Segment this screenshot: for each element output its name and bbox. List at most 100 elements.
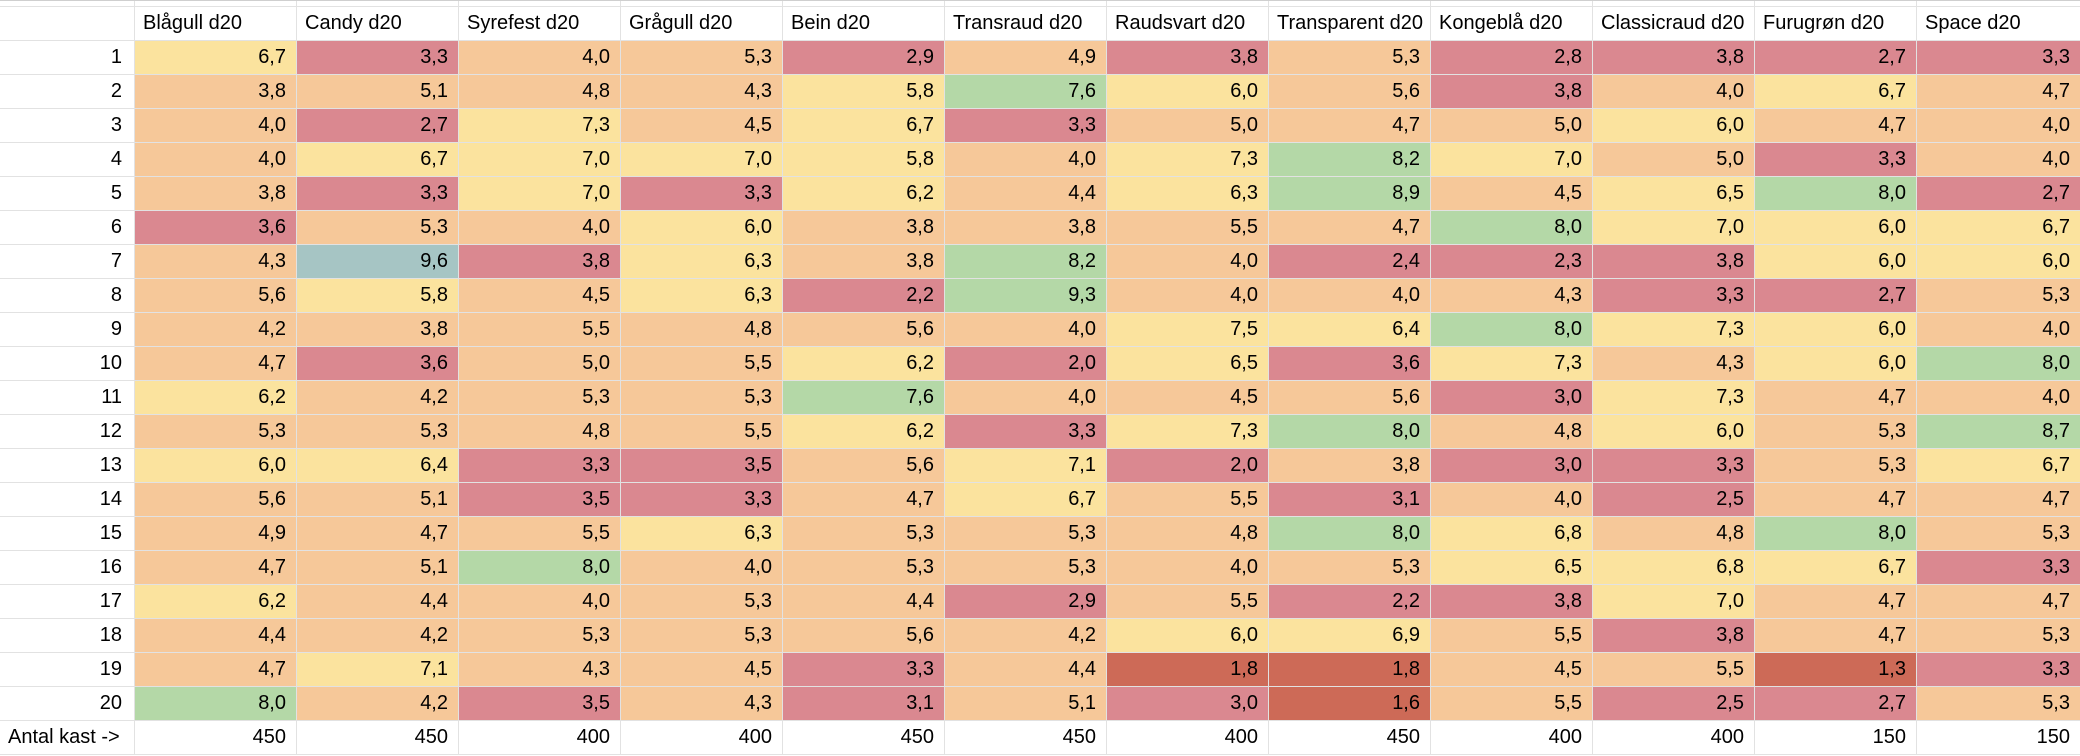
value-cell[interactable]: 5,3 [1917,279,2080,313]
value-cell[interactable]: 3,6 [135,211,297,245]
value-cell[interactable]: 3,8 [783,245,945,279]
row-number-cell[interactable]: 13 [0,449,135,483]
value-cell[interactable]: 3,8 [1593,41,1755,75]
value-cell[interactable]: 6,2 [783,177,945,211]
value-cell[interactable]: 7,0 [621,143,783,177]
value-cell[interactable]: 6,4 [297,449,459,483]
value-cell[interactable]: 6,0 [621,211,783,245]
value-cell[interactable]: 4,4 [135,619,297,653]
value-cell[interactable]: 4,4 [945,177,1107,211]
value-cell[interactable]: 5,3 [621,585,783,619]
value-cell[interactable]: 4,8 [621,313,783,347]
value-cell[interactable]: 5,5 [1107,585,1269,619]
row-number-cell[interactable]: 17 [0,585,135,619]
value-cell[interactable]: 8,0 [1269,517,1431,551]
value-cell[interactable]: 6,7 [945,483,1107,517]
value-cell[interactable]: 1,6 [1269,687,1431,721]
value-cell[interactable]: 4,7 [1917,75,2080,109]
row-number-cell[interactable]: 2 [0,75,135,109]
value-cell[interactable]: 1,8 [1269,653,1431,687]
value-cell[interactable]: 4,0 [1917,313,2080,347]
footer-count-cell[interactable]: 450 [945,721,1107,755]
value-cell[interactable]: 6,0 [1593,415,1755,449]
value-cell[interactable]: 4,2 [297,381,459,415]
value-cell[interactable]: 4,5 [1431,653,1593,687]
value-cell[interactable]: 3,3 [1917,551,2080,585]
value-cell[interactable]: 6,8 [1431,517,1593,551]
value-cell[interactable]: 4,0 [459,585,621,619]
value-cell[interactable]: 3,3 [297,41,459,75]
footer-count-cell[interactable]: 450 [1269,721,1431,755]
value-cell[interactable]: 6,2 [783,415,945,449]
value-cell[interactable]: 3,3 [1593,449,1755,483]
column-header-1[interactable]: Blågull d20 [135,7,297,41]
value-cell[interactable]: 5,5 [1593,653,1755,687]
value-cell[interactable]: 4,0 [459,211,621,245]
value-cell[interactable]: 5,3 [1755,415,1917,449]
row-number-cell[interactable]: 7 [0,245,135,279]
value-cell[interactable]: 4,4 [945,653,1107,687]
value-cell[interactable]: 4,7 [1755,585,1917,619]
value-cell[interactable]: 8,0 [459,551,621,585]
value-cell[interactable]: 4,7 [1755,619,1917,653]
value-cell[interactable]: 4,0 [621,551,783,585]
value-cell[interactable]: 6,7 [297,143,459,177]
value-cell[interactable]: 4,3 [459,653,621,687]
value-cell[interactable]: 7,3 [1593,313,1755,347]
footer-count-cell[interactable]: 400 [459,721,621,755]
value-cell[interactable]: 4,0 [1269,279,1431,313]
value-cell[interactable]: 4,5 [1431,177,1593,211]
value-cell[interactable]: 4,8 [459,75,621,109]
value-cell[interactable]: 5,5 [459,517,621,551]
value-cell[interactable]: 5,3 [621,619,783,653]
value-cell[interactable]: 4,2 [297,619,459,653]
column-header-7[interactable]: Raudsvart d20 [1107,7,1269,41]
value-cell[interactable]: 9,6 [297,245,459,279]
value-cell[interactable]: 2,0 [1107,449,1269,483]
value-cell[interactable]: 5,6 [135,279,297,313]
value-cell[interactable]: 2,5 [1593,483,1755,517]
value-cell[interactable]: 5,3 [135,415,297,449]
value-cell[interactable]: 3,8 [783,211,945,245]
value-cell[interactable]: 2,9 [945,585,1107,619]
value-cell[interactable]: 5,5 [621,415,783,449]
row-number-cell[interactable]: 8 [0,279,135,313]
column-header-12[interactable]: Space d20 [1917,7,2080,41]
footer-count-cell[interactable]: 150 [1917,721,2080,755]
value-cell[interactable]: 6,0 [1593,109,1755,143]
value-cell[interactable]: 4,2 [945,619,1107,653]
value-cell[interactable]: 7,1 [945,449,1107,483]
value-cell[interactable]: 5,3 [459,381,621,415]
value-cell[interactable]: 2,7 [297,109,459,143]
value-cell[interactable]: 2,2 [1269,585,1431,619]
value-cell[interactable]: 6,2 [135,585,297,619]
value-cell[interactable]: 4,0 [1107,245,1269,279]
value-cell[interactable]: 6,4 [1269,313,1431,347]
column-header-8[interactable]: Transparent d20 [1269,7,1431,41]
value-cell[interactable]: 4,0 [1431,483,1593,517]
value-cell[interactable]: 6,3 [621,245,783,279]
value-cell[interactable]: 5,3 [945,551,1107,585]
value-cell[interactable]: 3,0 [1431,381,1593,415]
value-cell[interactable]: 3,3 [621,177,783,211]
value-cell[interactable]: 3,3 [783,653,945,687]
value-cell[interactable]: 3,3 [1917,653,2080,687]
value-cell[interactable]: 2,7 [1755,279,1917,313]
value-cell[interactable]: 4,0 [1593,75,1755,109]
footer-count-cell[interactable]: 400 [1107,721,1269,755]
row-number-cell[interactable]: 16 [0,551,135,585]
footer-label-cell[interactable]: Antal kast -> [0,721,135,755]
column-header-6[interactable]: Transraud d20 [945,7,1107,41]
value-cell[interactable]: 7,3 [1107,143,1269,177]
value-cell[interactable]: 6,0 [1917,245,2080,279]
value-cell[interactable]: 8,0 [1269,415,1431,449]
row-number-cell[interactable]: 11 [0,381,135,415]
value-cell[interactable]: 6,0 [1755,313,1917,347]
value-cell[interactable]: 2,7 [1917,177,2080,211]
value-cell[interactable]: 4,9 [135,517,297,551]
value-cell[interactable]: 3,6 [1269,347,1431,381]
value-cell[interactable]: 7,3 [1431,347,1593,381]
footer-count-cell[interactable]: 150 [1755,721,1917,755]
value-cell[interactable]: 5,8 [783,75,945,109]
row-number-cell[interactable]: 6 [0,211,135,245]
